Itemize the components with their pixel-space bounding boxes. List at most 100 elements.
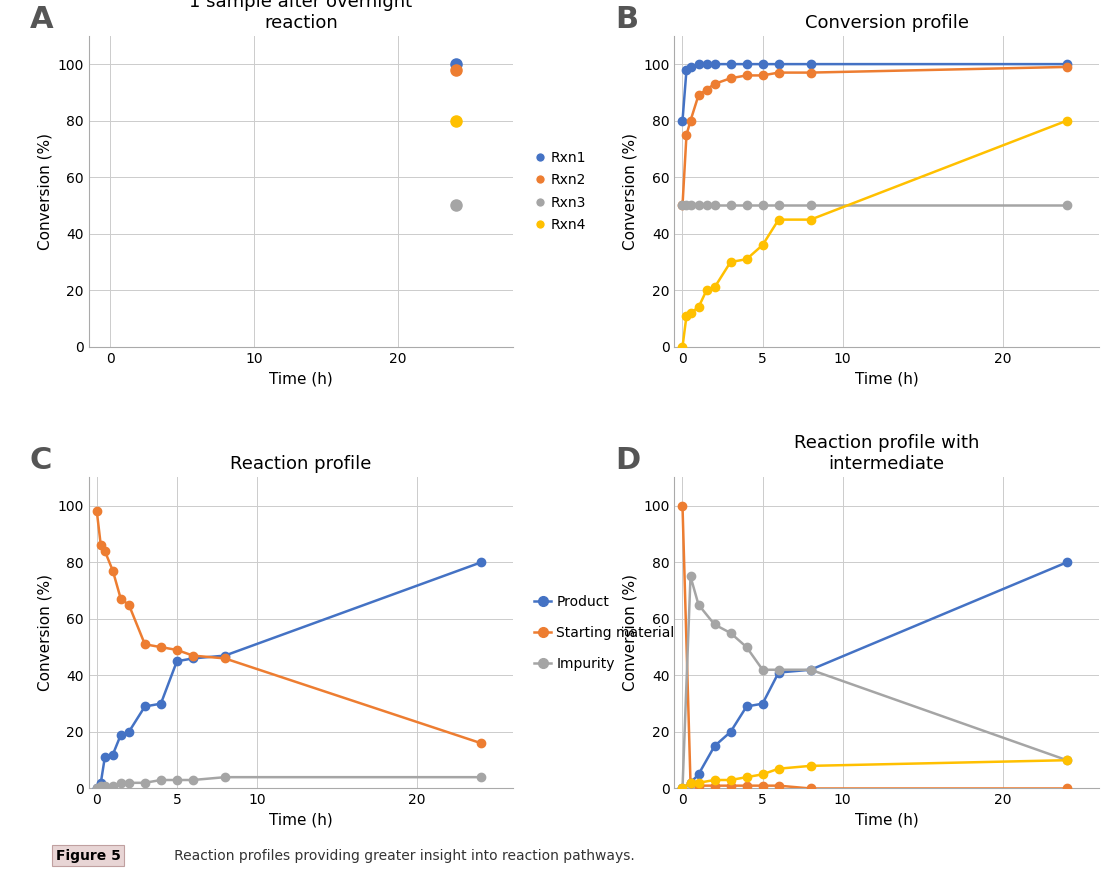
Rxn1 [724,59,737,70]
Rxn2 [676,200,689,211]
Legend: Product, Starting material, Impurity: Product, Starting material, Impurity [528,590,680,676]
Rxn2 [700,84,714,95]
Impurity [684,778,697,788]
Rxn1 [700,59,714,70]
Starting material [684,778,697,788]
Starting material [186,650,200,661]
Rxn3 [708,200,722,211]
Text: Reaction profiles providing greater insight into reaction pathways.: Reaction profiles providing greater insi… [161,849,635,863]
Impurity [186,775,200,786]
Starting material [676,500,689,511]
Impurity [1060,754,1073,765]
Line: Starting material: Starting material [92,507,485,747]
Impurity [154,775,168,786]
Rxn3 [692,200,705,211]
Intermediate [740,642,754,652]
Starting material [474,738,487,749]
Impurity [771,763,785,774]
Rxn1 [679,65,693,75]
Line: Rxn1: Rxn1 [678,60,1071,125]
Product [804,664,817,675]
Starting material [94,540,108,551]
Impurity [219,771,232,782]
Rxn4 [1060,116,1073,126]
Product [90,783,103,794]
Rxn1 [708,59,722,70]
Starting material [1060,783,1073,794]
Line: Product: Product [92,558,485,793]
Rxn4 [740,254,754,264]
Rxn2 [1060,62,1073,73]
Intermediate [771,664,785,675]
Rxn1 [684,62,697,73]
Impurity [474,771,487,782]
Rxn2 [771,67,785,78]
Product [692,769,705,780]
Impurity [122,778,135,788]
Rxn4 [700,285,714,296]
Impurity [94,780,108,791]
Product [684,778,697,788]
Impurity [114,778,128,788]
Product [170,656,183,667]
Title: Reaction profile with
intermediate: Reaction profile with intermediate [794,435,979,473]
Impurity [724,775,737,786]
Starting material [219,653,232,664]
Product [122,727,135,737]
Text: Figure 5: Figure 5 [56,849,120,863]
Product [708,741,722,752]
Rxn4 [804,214,817,225]
Line: Impurity: Impurity [92,773,485,793]
Starting material [804,783,817,794]
Rxn3 [700,200,714,211]
Starting material [708,780,722,791]
Product [219,650,232,661]
Intermediate [676,783,689,794]
Impurity [804,761,817,771]
Title: Conversion profile: Conversion profile [805,13,969,31]
Rxn1 [1060,59,1073,70]
Product [740,701,754,711]
Text: B: B [615,4,638,34]
Product [474,557,487,568]
Intermediate [724,627,737,638]
Rxn4 [771,214,785,225]
Rxn2 [740,70,754,81]
Impurity [90,783,103,794]
Rxn2 [756,70,769,81]
Rxn3 [740,200,754,211]
Starting material [771,780,785,791]
Rxn4 [756,240,769,251]
Starting material [90,506,103,517]
Rxn3 [684,200,697,211]
Rxn4 [684,307,697,318]
Impurity [708,775,722,786]
Product [186,653,200,664]
Starting material [740,780,754,791]
Starting material [724,780,737,791]
Y-axis label: Conversion (%): Conversion (%) [623,133,638,250]
Rxn1 [756,59,769,70]
Impurity [138,778,151,788]
Title: 1 sample after overnight
reaction: 1 sample after overnight reaction [190,0,413,31]
Line: Starting material: Starting material [678,502,1071,793]
Rxn4 [708,282,722,293]
Starting material [692,780,705,791]
Starting material [756,780,769,791]
Line: Rxn2: Rxn2 [678,63,1071,210]
Rxn2 [724,73,737,83]
Rxn3 [679,200,693,211]
Starting material [98,546,111,556]
Rxn4 [676,341,689,352]
Impurity [98,780,111,791]
Line: Intermediate: Intermediate [678,573,1071,793]
Rxn4 [679,310,693,321]
Rxn1 [740,59,754,70]
Title: Reaction profile: Reaction profile [230,455,372,473]
Rxn2 [684,116,697,126]
Rxn2 [692,90,705,100]
Rxn2 [708,79,722,90]
Rxn3 [1060,200,1073,211]
Product [98,752,111,762]
Impurity [170,775,183,786]
